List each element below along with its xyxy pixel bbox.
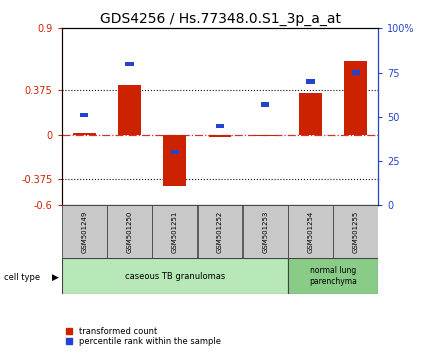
Text: GSM501254: GSM501254: [308, 211, 314, 253]
Bar: [345, 61, 367, 135]
Bar: [299, 93, 322, 135]
Text: GSM501250: GSM501250: [126, 211, 132, 253]
Bar: [107, 205, 152, 258]
Text: caseous TB granulomas: caseous TB granulomas: [125, 272, 225, 281]
Bar: [216, 124, 224, 128]
Text: cell type: cell type: [4, 273, 40, 282]
Bar: [306, 79, 315, 84]
Text: GSM501252: GSM501252: [217, 211, 223, 253]
Text: GSM501249: GSM501249: [81, 211, 87, 253]
Bar: [288, 258, 378, 294]
Bar: [62, 258, 288, 294]
Bar: [288, 205, 333, 258]
Bar: [73, 133, 95, 135]
Bar: [198, 205, 242, 258]
Bar: [118, 85, 141, 135]
Bar: [125, 62, 134, 66]
Bar: [261, 102, 269, 107]
Bar: [243, 205, 288, 258]
Bar: [209, 135, 231, 137]
Bar: [254, 135, 277, 136]
Bar: [152, 205, 197, 258]
Legend: transformed count, percentile rank within the sample: transformed count, percentile rank withi…: [66, 327, 221, 346]
Bar: [163, 135, 186, 187]
Bar: [80, 113, 88, 117]
Title: GDS4256 / Hs.77348.0.S1_3p_a_at: GDS4256 / Hs.77348.0.S1_3p_a_at: [99, 12, 341, 26]
Text: GSM501255: GSM501255: [353, 211, 359, 253]
Text: GSM501253: GSM501253: [262, 211, 268, 253]
Bar: [171, 150, 179, 154]
Text: normal lung
parenchyma: normal lung parenchyma: [309, 267, 357, 286]
Bar: [62, 205, 106, 258]
Bar: [352, 70, 360, 75]
Text: GSM501251: GSM501251: [172, 211, 178, 253]
Text: ▶: ▶: [52, 273, 59, 282]
Bar: [334, 205, 378, 258]
